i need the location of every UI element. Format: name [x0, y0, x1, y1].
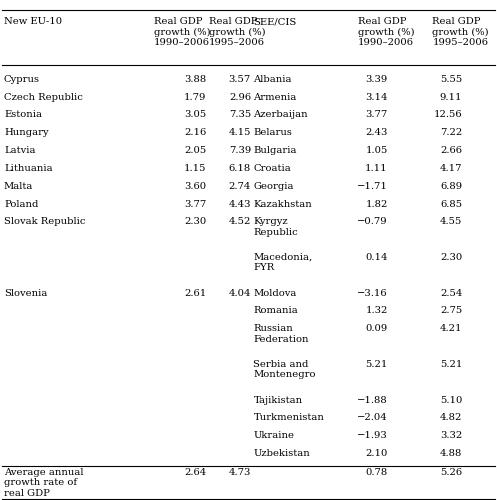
Text: 4.88: 4.88: [440, 449, 462, 458]
Text: 2.43: 2.43: [365, 128, 388, 138]
Text: 5.26: 5.26: [440, 468, 462, 477]
Text: 7.39: 7.39: [229, 146, 251, 155]
Text: 6.89: 6.89: [440, 182, 462, 190]
Text: 4.52: 4.52: [229, 218, 251, 226]
Text: 2.64: 2.64: [184, 468, 206, 477]
Text: 6.18: 6.18: [229, 164, 251, 173]
Text: 1.79: 1.79: [184, 92, 206, 102]
Text: 2.61: 2.61: [184, 288, 206, 298]
Text: Latvia: Latvia: [4, 146, 35, 155]
Text: 3.05: 3.05: [184, 110, 206, 120]
Text: Lithuania: Lithuania: [4, 164, 53, 173]
Text: New EU-10: New EU-10: [4, 18, 62, 26]
Text: Turkmenistan: Turkmenistan: [253, 414, 325, 422]
Text: 2.30: 2.30: [440, 253, 462, 262]
Text: Romania: Romania: [253, 306, 298, 316]
Text: 5.10: 5.10: [440, 396, 462, 404]
Text: 4.73: 4.73: [229, 468, 251, 477]
Text: −1.88: −1.88: [357, 396, 388, 404]
Text: −3.16: −3.16: [357, 288, 388, 298]
Text: Russian
Federation: Russian Federation: [253, 324, 309, 344]
Text: Albania: Albania: [253, 75, 292, 84]
Text: 2.16: 2.16: [184, 128, 206, 138]
Text: 5.21: 5.21: [440, 360, 462, 369]
Text: 0.14: 0.14: [365, 253, 388, 262]
Text: 0.09: 0.09: [365, 324, 388, 334]
Text: 3.77: 3.77: [365, 110, 388, 120]
Text: Serbia and
Montenegro: Serbia and Montenegro: [253, 360, 316, 380]
Text: 5.21: 5.21: [365, 360, 388, 369]
Text: Macedonia,
FYR: Macedonia, FYR: [253, 253, 313, 272]
Text: 2.54: 2.54: [440, 288, 462, 298]
Text: −2.04: −2.04: [357, 414, 388, 422]
Text: Malta: Malta: [4, 182, 33, 190]
Text: 1.82: 1.82: [365, 200, 388, 208]
Text: −0.79: −0.79: [357, 218, 388, 226]
Text: 2.74: 2.74: [229, 182, 251, 190]
Text: 9.11: 9.11: [440, 92, 462, 102]
Text: −1.93: −1.93: [357, 431, 388, 440]
Text: Real GDP
growth (%)
1990–2006: Real GDP growth (%) 1990–2006: [154, 18, 211, 48]
Text: 1.05: 1.05: [365, 146, 388, 155]
Text: 4.55: 4.55: [440, 218, 462, 226]
Text: 3.14: 3.14: [365, 92, 388, 102]
Text: Hungary: Hungary: [4, 128, 49, 138]
Text: 2.75: 2.75: [440, 306, 462, 316]
Text: 1.15: 1.15: [184, 164, 206, 173]
Text: 2.10: 2.10: [365, 449, 388, 458]
Text: 4.21: 4.21: [440, 324, 462, 334]
Text: SEE/CIS: SEE/CIS: [253, 18, 297, 26]
Text: 3.60: 3.60: [184, 182, 206, 190]
Text: 6.85: 6.85: [440, 200, 462, 208]
Text: 3.57: 3.57: [229, 75, 251, 84]
Text: Real GDP
growth (%)
1990–2006: Real GDP growth (%) 1990–2006: [358, 18, 414, 48]
Text: Belarus: Belarus: [253, 128, 292, 138]
Text: Kazakhstan: Kazakhstan: [253, 200, 312, 208]
Text: Armenia: Armenia: [253, 92, 297, 102]
Text: Estonia: Estonia: [4, 110, 42, 120]
Text: Croatia: Croatia: [253, 164, 291, 173]
Text: 4.15: 4.15: [229, 128, 251, 138]
Text: Georgia: Georgia: [253, 182, 294, 190]
Text: 3.77: 3.77: [184, 200, 206, 208]
Text: Poland: Poland: [4, 200, 38, 208]
Text: Moldova: Moldova: [253, 288, 297, 298]
Text: Cyprus: Cyprus: [4, 75, 40, 84]
Text: Slovenia: Slovenia: [4, 288, 47, 298]
Text: 4.17: 4.17: [440, 164, 462, 173]
Text: −1.71: −1.71: [357, 182, 388, 190]
Text: Real GDP
growth (%)
1995–2006: Real GDP growth (%) 1995–2006: [432, 18, 489, 48]
Text: Azerbaijan: Azerbaijan: [253, 110, 308, 120]
Text: 2.05: 2.05: [184, 146, 206, 155]
Text: 3.88: 3.88: [184, 75, 206, 84]
Text: 4.82: 4.82: [440, 414, 462, 422]
Text: 2.30: 2.30: [184, 218, 206, 226]
Text: Real GDP
growth (%)
1995–2006: Real GDP growth (%) 1995–2006: [209, 18, 265, 48]
Text: 12.56: 12.56: [433, 110, 462, 120]
Text: Average annual
growth rate of
real GDP: Average annual growth rate of real GDP: [4, 468, 83, 498]
Text: 1.32: 1.32: [365, 306, 388, 316]
Text: Tajikistan: Tajikistan: [253, 396, 303, 404]
Text: 7.35: 7.35: [229, 110, 251, 120]
Text: Bulgaria: Bulgaria: [253, 146, 297, 155]
Text: 3.32: 3.32: [440, 431, 462, 440]
Text: 4.04: 4.04: [229, 288, 251, 298]
Text: 2.66: 2.66: [440, 146, 462, 155]
Text: 4.43: 4.43: [229, 200, 251, 208]
Text: Uzbekistan: Uzbekistan: [253, 449, 310, 458]
Text: 1.11: 1.11: [365, 164, 388, 173]
Text: Czech Republic: Czech Republic: [4, 92, 83, 102]
Text: Slovak Republic: Slovak Republic: [4, 218, 85, 226]
Text: 7.22: 7.22: [440, 128, 462, 138]
Text: 3.39: 3.39: [365, 75, 388, 84]
Text: 0.78: 0.78: [365, 468, 388, 477]
Text: Ukraine: Ukraine: [253, 431, 294, 440]
Text: Kyrgyz
Republic: Kyrgyz Republic: [253, 218, 298, 237]
Text: 5.55: 5.55: [440, 75, 462, 84]
Text: 2.96: 2.96: [229, 92, 251, 102]
